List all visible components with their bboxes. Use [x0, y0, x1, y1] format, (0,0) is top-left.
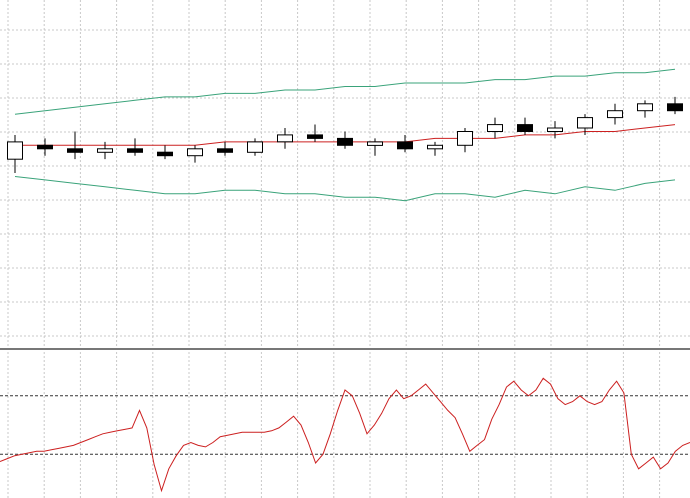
- candle: [97, 141, 113, 160]
- candle-body-bearish: [217, 148, 233, 153]
- candle-body-bullish: [277, 134, 293, 143]
- candle: [127, 138, 143, 156]
- candle: [457, 128, 473, 153]
- candle-body-bearish: [307, 134, 323, 139]
- candle: [337, 131, 353, 149]
- main-gridlines: [0, 0, 690, 346]
- candle: [367, 138, 383, 156]
- candle-body-bullish: [97, 148, 113, 153]
- candle-body-bullish: [427, 144, 443, 150]
- candle: [67, 131, 83, 160]
- candle: [307, 124, 323, 142]
- candle: [157, 145, 173, 160]
- indicator-gridlines: [7, 352, 661, 498]
- candle: [667, 96, 683, 115]
- candle: [247, 138, 263, 156]
- candle-body-bullish: [607, 110, 623, 119]
- candle-body-bearish: [397, 141, 413, 150]
- candle: [217, 141, 233, 156]
- candle: [7, 134, 23, 173]
- candle: [427, 141, 443, 156]
- candle: [37, 138, 53, 156]
- candle-body-bearish: [517, 124, 533, 132]
- candle: [607, 103, 623, 125]
- candle: [277, 128, 293, 149]
- candle-body-bullish: [547, 127, 563, 132]
- candle-body-bullish: [577, 117, 593, 129]
- candle-body-bearish: [67, 148, 83, 153]
- candle-body-bearish: [127, 148, 143, 153]
- candle-body-bullish: [367, 141, 383, 146]
- candle-body-bearish: [667, 103, 683, 112]
- indicator-line: [0, 377, 690, 493]
- candle: [547, 121, 563, 139]
- candle-body-bearish: [337, 137, 353, 146]
- candle-body-bearish: [157, 151, 173, 157]
- bollinger-lower-line: [14, 176, 676, 202]
- candle-body-bullish: [457, 131, 473, 146]
- candle: [637, 100, 653, 118]
- candle: [487, 117, 503, 139]
- candle: [187, 145, 203, 163]
- bollinger-upper-line: [14, 68, 676, 115]
- indicator-series-line: [0, 377, 690, 493]
- candle: [397, 134, 413, 153]
- candle-body-bullish: [487, 124, 503, 132]
- candle-body-bullish: [637, 103, 653, 112]
- candle: [577, 114, 593, 135]
- candlesticks: [7, 96, 683, 173]
- candle-body-bullish: [187, 148, 203, 157]
- candle: [517, 117, 533, 135]
- indicator-levels: [0, 395, 690, 455]
- candle-body-bearish: [37, 144, 53, 150]
- candle-body-bullish: [247, 141, 263, 153]
- candle-body-bullish: [7, 141, 23, 160]
